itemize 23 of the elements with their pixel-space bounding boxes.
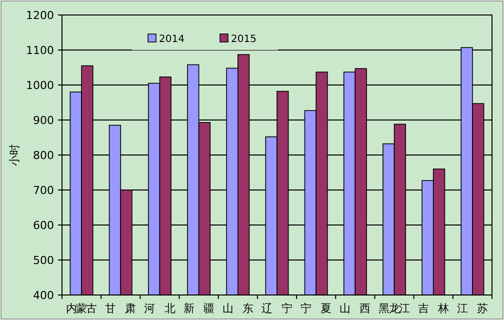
- y-tick-label: 400: [33, 289, 54, 302]
- y-tick-label: 900: [33, 114, 54, 127]
- x-tick-label: 宁夏: [300, 302, 332, 315]
- y-tick-label: 500: [33, 254, 54, 267]
- y-axis-title: 小时: [8, 144, 21, 166]
- x-tick-label: 甘肃: [105, 302, 136, 315]
- y-tick-label: 1000: [26, 79, 54, 92]
- y-tick-label: 800: [33, 149, 54, 162]
- x-tick-label: 黑龙江: [378, 302, 410, 315]
- x-tick-label: 山东: [222, 302, 254, 315]
- x-tick-label: 吉林: [418, 302, 449, 315]
- x-tick-label: 内蒙古: [66, 302, 98, 315]
- x-tick-label: 河北: [144, 302, 176, 315]
- y-tick-label: 1100: [26, 44, 54, 57]
- legend-label: 2015: [231, 34, 256, 45]
- x-tick-label: 新疆: [183, 302, 214, 315]
- x-tick-label: 山西: [340, 302, 371, 315]
- x-tick-label: 辽宁: [261, 302, 293, 315]
- x-tick-label: 江苏: [456, 302, 488, 315]
- legend-label: 2014: [159, 34, 184, 45]
- y-tick-label: 700: [33, 184, 54, 197]
- y-tick-label: 600: [33, 219, 54, 232]
- y-tick-label: 1200: [26, 9, 54, 22]
